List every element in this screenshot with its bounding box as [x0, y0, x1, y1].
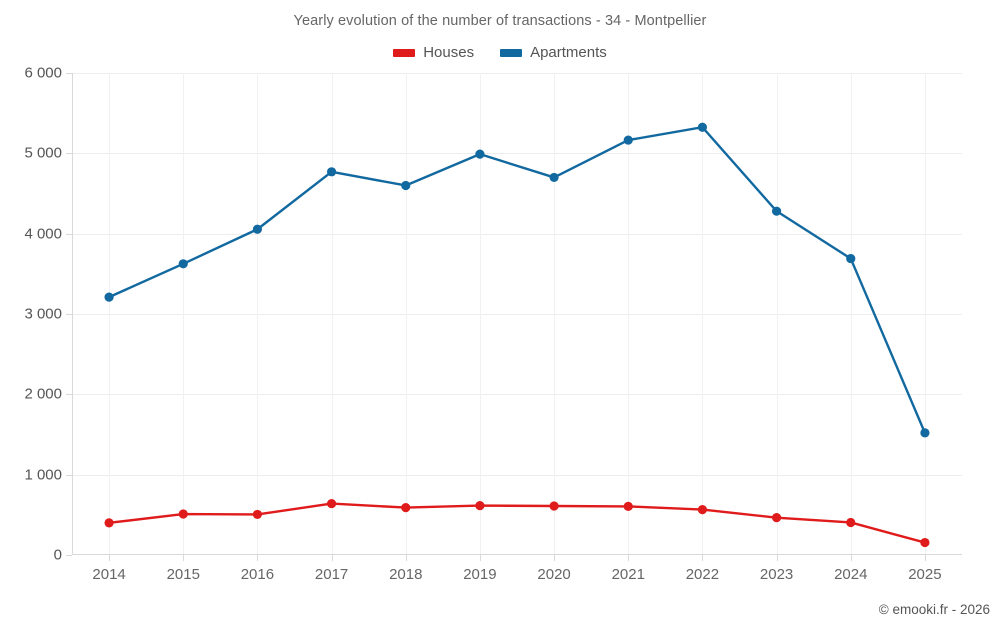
- legend-label-houses: Houses: [423, 44, 475, 61]
- data-point[interactable]: [104, 292, 114, 302]
- data-point[interactable]: [623, 501, 633, 511]
- x-axis-label: 2022: [685, 566, 720, 583]
- x-tick-mark: [109, 555, 111, 561]
- vertical-gridline: [850, 73, 852, 555]
- data-point[interactable]: [178, 259, 188, 269]
- data-point[interactable]: [401, 503, 411, 513]
- y-tick-mark: [66, 73, 72, 74]
- x-tick-mark: [850, 555, 852, 561]
- y-axis-label: 0: [53, 546, 62, 564]
- gridline: [72, 314, 962, 315]
- vertical-gridline: [628, 73, 630, 555]
- x-tick-mark: [257, 555, 259, 561]
- data-point[interactable]: [771, 513, 782, 523]
- gridline: [72, 474, 962, 476]
- y-axis-label: 1 000: [24, 466, 62, 484]
- legend-label-apartments: Apartments: [530, 44, 607, 61]
- gridline: [72, 233, 962, 235]
- data-point[interactable]: [771, 206, 782, 216]
- data-point[interactable]: [252, 224, 263, 234]
- vertical-gridline: [702, 73, 704, 555]
- data-point[interactable]: [697, 505, 708, 515]
- x-tick-mark: [554, 555, 556, 561]
- series-line: [107, 502, 927, 544]
- x-tick-mark: [405, 555, 407, 561]
- x-axis-label: 2015: [166, 566, 200, 583]
- data-point[interactable]: [104, 518, 114, 528]
- data-point[interactable]: [623, 135, 633, 145]
- y-axis-label: 3 000: [24, 305, 62, 323]
- y-tick-mark: [66, 394, 72, 396]
- x-tick-mark: [183, 555, 185, 561]
- x-axis-label: 2020: [537, 566, 571, 583]
- series-line: [107, 126, 927, 435]
- series-houses: [104, 498, 930, 548]
- legend-swatch-houses: [393, 48, 416, 57]
- legend-item-apartments[interactable]: Apartments: [500, 44, 607, 61]
- data-point[interactable]: [475, 500, 485, 511]
- y-axis-label: 4 000: [24, 225, 62, 243]
- y-tick-mark: [66, 474, 72, 476]
- vertical-gridline: [924, 73, 926, 555]
- x-tick-mark: [479, 555, 481, 561]
- y-tick-mark: [66, 153, 72, 155]
- x-axis-label: 2021: [611, 566, 645, 583]
- data-point[interactable]: [178, 509, 188, 519]
- data-point[interactable]: [326, 167, 337, 177]
- legend-item-houses[interactable]: Houses: [393, 44, 474, 61]
- vertical-gridline: [109, 73, 111, 555]
- x-axis-label: 2017: [314, 566, 349, 583]
- credit-text: © emooki.fr - 2026: [878, 602, 990, 617]
- y-tick-mark: [66, 555, 72, 556]
- vertical-gridline: [331, 73, 333, 555]
- data-point[interactable]: [475, 149, 485, 159]
- y-axis-label: 5 000: [24, 144, 62, 162]
- x-tick-mark: [331, 555, 333, 561]
- gridline: [72, 73, 962, 74]
- data-point[interactable]: [846, 253, 856, 264]
- x-axis-label: 2019: [463, 566, 497, 583]
- x-tick-mark: [702, 555, 704, 561]
- gridline: [72, 394, 962, 396]
- vertical-gridline: [405, 73, 407, 555]
- data-point[interactable]: [846, 517, 856, 528]
- gridline: [72, 153, 962, 155]
- data-point[interactable]: [920, 537, 930, 548]
- x-axis-label: 2016: [240, 566, 275, 583]
- y-axis-label: 6 000: [24, 64, 62, 82]
- x-tick-mark: [628, 555, 630, 561]
- x-axis-label: 2018: [389, 566, 423, 583]
- x-axis-label: 2024: [834, 566, 868, 583]
- chart-legend: Houses Apartments: [0, 44, 1000, 61]
- data-point[interactable]: [252, 509, 263, 520]
- data-point[interactable]: [920, 428, 930, 438]
- x-tick-mark: [924, 555, 926, 561]
- data-point[interactable]: [697, 122, 708, 132]
- y-tick-mark: [66, 233, 72, 235]
- y-tick-mark: [66, 314, 72, 315]
- legend-swatch-apartments: [500, 48, 523, 57]
- x-axis-label: 2014: [92, 566, 126, 583]
- y-axis-label: 2 000: [24, 385, 62, 403]
- data-point[interactable]: [549, 172, 559, 183]
- series-apartments: [104, 122, 930, 438]
- data-point[interactable]: [401, 180, 411, 191]
- x-tick-mark: [776, 555, 778, 561]
- vertical-gridline: [183, 73, 185, 555]
- data-point[interactable]: [549, 501, 559, 511]
- x-axis-line: [72, 554, 962, 555]
- vertical-gridline: [257, 73, 259, 555]
- vertical-gridline: [776, 73, 778, 555]
- data-point[interactable]: [326, 498, 337, 509]
- x-axis-label: 2023: [759, 566, 794, 583]
- plot-area: [66, 73, 962, 556]
- vertical-gridline: [554, 73, 556, 555]
- vertical-gridline: [479, 73, 481, 555]
- chart-title: Yearly evolution of the number of transa…: [293, 13, 707, 29]
- x-axis-label: 2025: [908, 566, 942, 583]
- y-axis-line: [72, 73, 73, 555]
